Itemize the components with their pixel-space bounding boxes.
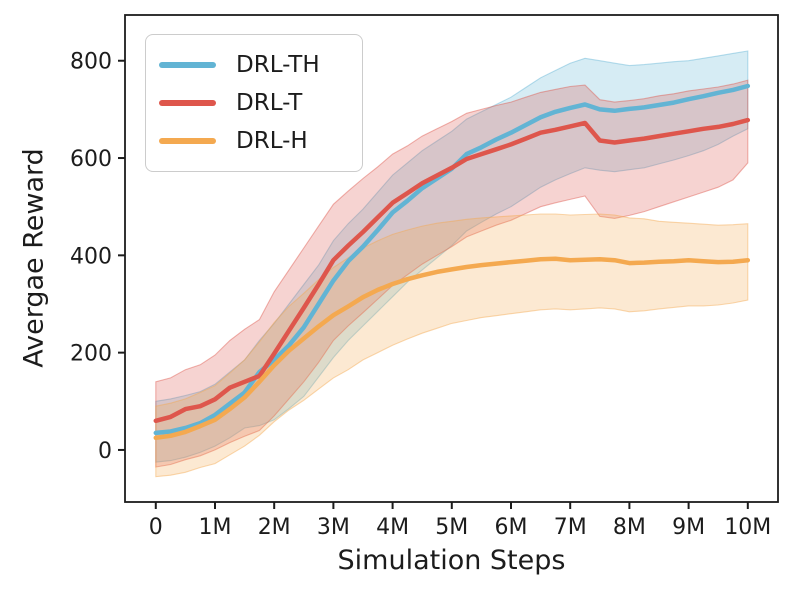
legend-item-drl-h: DRL-H: [159, 122, 348, 160]
x-tick-label: 9M: [672, 515, 705, 540]
x-tick-label: 1M: [198, 515, 231, 540]
y-tick-label: 800: [70, 50, 112, 75]
y-axis-title: Avergae Reward: [18, 148, 50, 368]
y-tick-label: 0: [98, 439, 112, 464]
legend-line-sample-drl-th: [159, 62, 216, 68]
x-tick-label: 0: [149, 515, 163, 540]
confidence-band-drl-t: [155, 79, 749, 468]
x-tick-label: 3M: [317, 515, 350, 540]
legend-item-drl-t: DRL-T: [159, 84, 348, 122]
x-tick-label: 8M: [613, 515, 646, 540]
y-tick-label: 600: [70, 147, 112, 172]
legend-label-drl-th: DRL-TH: [236, 51, 320, 78]
x-tick-label: 5M: [435, 515, 468, 540]
chart-legend: DRL-TH DRL-T DRL-H: [145, 34, 363, 172]
series-line-drl-t: [153, 117, 751, 424]
legend-label-drl-t: DRL-T: [236, 89, 303, 116]
x-tick-label: 6M: [495, 515, 528, 540]
legend-line-sample-drl-t: [159, 100, 216, 106]
x-tick-label: 2M: [258, 515, 291, 540]
y-tick-label: 200: [70, 342, 112, 367]
x-axis-title: Simulation Steps: [337, 545, 566, 576]
legend-item-drl-th: DRL-TH: [159, 46, 348, 84]
x-tick-label: 7M: [554, 515, 587, 540]
x-tick-label: 4M: [376, 515, 409, 540]
confidence-band-drl-th: [155, 50, 749, 463]
legend-label-drl-h: DRL-H: [236, 127, 308, 154]
x-tick-label: 10M: [724, 515, 771, 540]
series-line-drl-h: [153, 256, 751, 441]
legend-line-sample-drl-h: [159, 138, 216, 144]
y-tick-label: 400: [70, 244, 112, 269]
